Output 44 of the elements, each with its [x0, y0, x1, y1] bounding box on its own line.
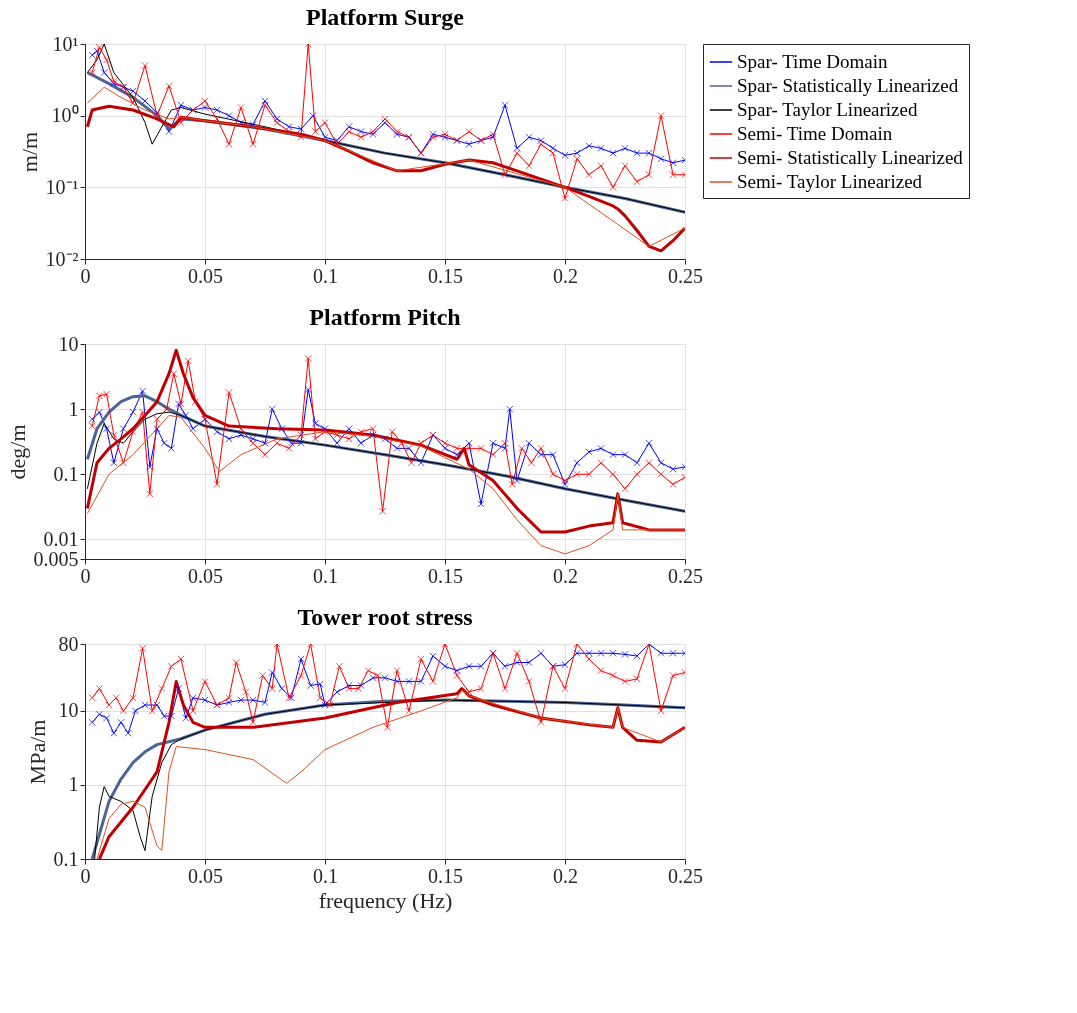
x-tick-label: 0.25: [668, 864, 703, 887]
x-tick-label: 0.1: [313, 864, 338, 887]
x-tick-label: 0: [80, 564, 91, 587]
legend-label: Spar- Taylor Linearized: [737, 99, 918, 120]
y-tick-label: 0.1: [53, 462, 79, 485]
x-tick-label: 0.25: [668, 264, 703, 287]
x-tick-label: 0: [80, 864, 91, 887]
x-tick-label: 0.15: [428, 564, 463, 587]
y-tick-label: 10⁻²: [45, 247, 79, 270]
x-tick-label: 0.1: [313, 564, 338, 587]
legend-label: Semi- Statistically Linearized: [737, 147, 964, 168]
y-axis-title: m/m: [16, 131, 42, 173]
x-tick-label: 0.15: [428, 864, 463, 887]
y-tick-label: 0.005: [33, 547, 79, 570]
y-tick-label: 10: [58, 699, 79, 722]
x-tick-label: 0.2: [553, 264, 578, 287]
chart-title: Platform Pitch: [309, 304, 461, 330]
x-tick-label: 0: [80, 264, 91, 287]
y-tick-label: 10: [58, 332, 79, 355]
x-axis-title: frequency (Hz): [318, 887, 453, 913]
y-tick-label: 1: [68, 773, 79, 796]
chart-title: Tower root stress: [297, 604, 473, 630]
legend-label: Spar- Statistically Linearized: [737, 75, 959, 96]
y-tick-label: 0.01: [43, 527, 79, 550]
chart-title: Platform Surge: [306, 4, 465, 30]
y-tick-label: 0.1: [53, 847, 79, 870]
x-tick-label: 0.05: [188, 264, 223, 287]
y-axis-title: MPa/m: [24, 719, 50, 785]
x-tick-label: 0.2: [553, 564, 578, 587]
x-tick-label: 0.25: [668, 564, 703, 587]
y-tick-label: 80: [58, 632, 79, 655]
x-tick-label: 0.05: [188, 564, 223, 587]
y-tick-label: 10⁻¹: [45, 175, 79, 198]
legend-label: Semi- Time Domain: [737, 123, 893, 144]
x-tick-label: 0.2: [553, 864, 578, 887]
y-tick-label: 1: [68, 397, 79, 420]
y-tick-label: 10¹: [52, 32, 79, 55]
y-tick-label: 10⁰: [51, 104, 79, 127]
x-tick-label: 0.15: [428, 264, 463, 287]
legend-label: Semi- Taylor Linearized: [737, 171, 923, 192]
x-tick-label: 0.1: [313, 264, 338, 287]
y-axis-title: deg/m: [4, 424, 30, 480]
x-tick-label: 0.05: [188, 864, 223, 887]
legend-label: Spar- Time Domain: [737, 51, 889, 72]
